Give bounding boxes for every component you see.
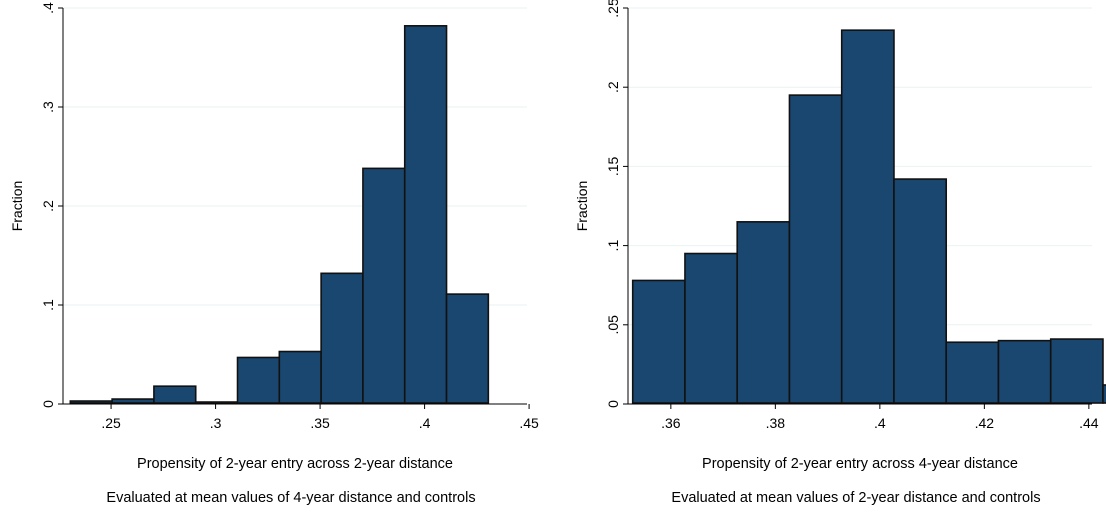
y-axis-label: Fraction — [574, 181, 590, 232]
histogram-bar — [153, 385, 197, 404]
histogram-bar — [111, 398, 155, 404]
x-tick-label: .4 — [874, 415, 886, 431]
histogram-bar — [997, 339, 1052, 404]
histogram-bar — [684, 252, 739, 404]
histogram-bar — [403, 25, 448, 404]
histogram-bar — [631, 279, 686, 404]
histogram-bar — [945, 341, 1000, 404]
histogram-bar — [236, 356, 281, 404]
histogram-bar — [788, 94, 843, 404]
x-tick-label: .38 — [766, 415, 786, 431]
histogram-bar — [362, 167, 406, 404]
histogram-bar — [445, 293, 490, 404]
y-tick-label: .4 — [40, 2, 56, 14]
chart-note: Evaluated at mean values of 2-year dista… — [671, 490, 1040, 506]
y-tick-label: .2 — [40, 200, 56, 212]
histogram-bar — [69, 400, 113, 404]
histogram-right: 0 .05 .1 .15 .2 .25 .36 .38 .4 .42 .44 Fraction Prop… — [574, 0, 1106, 506]
x-tick-label: .25 — [101, 415, 121, 431]
x-tick-label: .44 — [1079, 415, 1099, 431]
y-tick-label: .15 — [605, 156, 621, 176]
chart-note: Evaluated at mean values of 4-year dista… — [106, 490, 475, 506]
histogram-bar — [194, 401, 239, 404]
histogram-bar — [1102, 384, 1106, 404]
x-tick-label: .35 — [310, 415, 330, 431]
x-axis-label: Propensity of 2-year entry across 4-year… — [702, 456, 1018, 472]
y-tick-label: .05 — [605, 315, 621, 335]
x-axis-label: Propensity of 2-year entry across 2-year… — [137, 456, 453, 472]
y-tick-label: .2 — [605, 81, 621, 93]
y-tick-label: .1 — [40, 299, 56, 311]
histogram-bar — [278, 350, 322, 404]
histogram-left: 0 .1 .2 .3 .4 .25 .3 .35 .4 .45 Fraction Propensity… — [9, 2, 539, 506]
x-tick-label: .45 — [519, 415, 539, 431]
histogram-bar — [1049, 338, 1104, 404]
y-tick-label: .25 — [605, 0, 621, 18]
x-tick-label: .36 — [661, 415, 681, 431]
histogram-bar — [736, 221, 791, 404]
histogram-bar — [893, 178, 948, 404]
y-tick-label: 0 — [40, 400, 56, 408]
histogram-bar — [320, 272, 364, 404]
x-tick-label: .42 — [975, 415, 995, 431]
y-tick-label: .3 — [40, 101, 56, 113]
x-tick-label: .3 — [210, 415, 222, 431]
histogram-bar — [840, 29, 895, 404]
y-axis-label: Fraction — [9, 181, 25, 232]
x-tick-label: .4 — [419, 415, 431, 431]
y-tick-label: 0 — [605, 400, 621, 408]
y-tick-label: .1 — [605, 240, 621, 252]
